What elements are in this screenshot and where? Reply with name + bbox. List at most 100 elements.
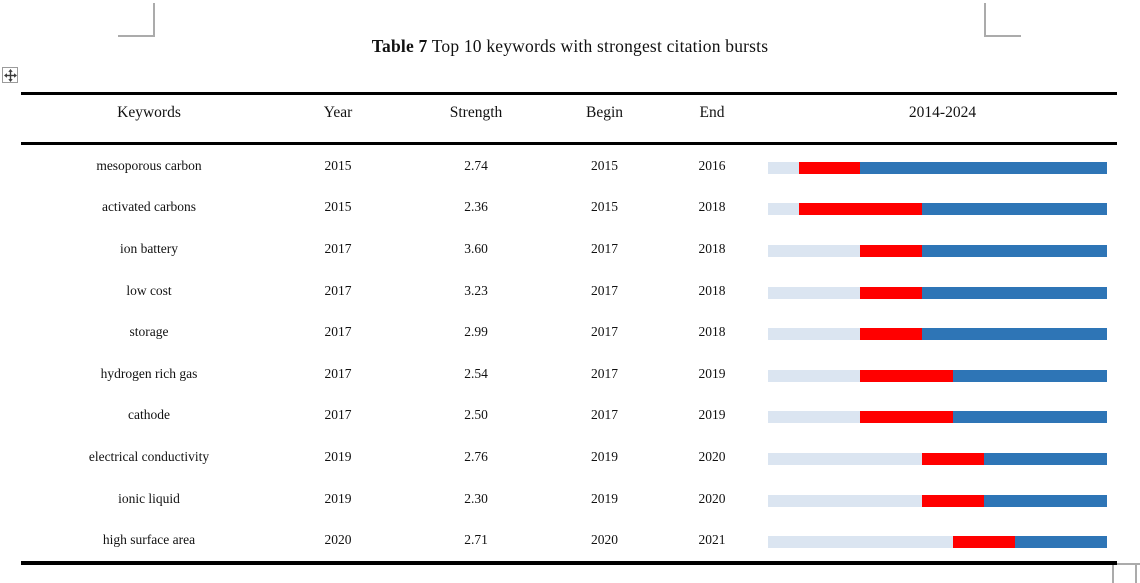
- table-body: mesoporous carbon 2015 2.74 2015 2016 activat…: [21, 145, 1117, 561]
- cell-end: 2018: [698, 199, 726, 215]
- page-corner-mark-bottom-right-horizontal: [1112, 563, 1140, 565]
- burst-segment-burst: [860, 286, 923, 299]
- burst-bar: [768, 286, 1107, 299]
- table-row: ionic liquid 2019 2.30 2019 2020: [21, 478, 1117, 520]
- burst-segment-burst: [952, 536, 1015, 549]
- cell-strength: 2.54: [464, 365, 488, 381]
- burst-segment-post: [922, 328, 1107, 341]
- burst-segment-pre: [768, 494, 923, 507]
- burst-segment-pre: [768, 328, 861, 341]
- table-caption-number: Table 7: [371, 36, 428, 56]
- cell-strength: 2.99: [464, 324, 488, 340]
- burst-timeline: [768, 158, 1117, 174]
- cell-strength: 2.76: [464, 448, 488, 464]
- cell-strength: 3.60: [464, 240, 488, 256]
- table-row: hydrogen rich gas 2017 2.54 2017 2019: [21, 353, 1117, 395]
- move-icon: [3, 68, 17, 82]
- table-row: mesoporous carbon 2015 2.74 2015 2016: [21, 145, 1117, 187]
- burst-bar: [768, 452, 1107, 465]
- cell-keyword: cathode: [128, 407, 170, 423]
- burst-timeline: [768, 407, 1117, 424]
- cell-begin: 2017: [591, 324, 618, 340]
- burst-segment-burst: [860, 328, 923, 341]
- burst-segment-pre: [768, 536, 953, 549]
- burst-segment-post: [983, 494, 1107, 507]
- burst-segment-pre: [768, 286, 861, 299]
- cell-keyword: electrical conductivity: [88, 448, 210, 464]
- burst-segment-pre: [768, 369, 861, 382]
- cell-begin: 2017: [591, 240, 618, 256]
- cell-end: 2020: [698, 490, 726, 506]
- burst-segment-post: [952, 411, 1107, 424]
- cell-year: 2017: [324, 240, 352, 256]
- burst-timeline: [768, 491, 1117, 507]
- cell-begin: 2017: [591, 365, 618, 381]
- burst-segment-burst: [860, 411, 953, 424]
- burst-timeline: [768, 241, 1117, 257]
- cell-year: 2017: [324, 282, 352, 298]
- page-corner-mark-bottom-right-vertical-2: [1135, 563, 1137, 583]
- table-top-rule: [21, 92, 1117, 95]
- burst-table: Keywords Year Strength Begin End 2014-20…: [21, 92, 1117, 565]
- table-row: cathode 2017 2.50 2017 2019: [21, 395, 1117, 437]
- table-row: ion battery 2017 3.60 2017 2018: [21, 228, 1117, 270]
- burst-segment-burst: [922, 494, 984, 507]
- table-row: activated carbons 2015 2.36 2015 2018: [21, 187, 1117, 229]
- cell-year: 2017: [324, 365, 352, 381]
- table-caption-text: Top 10 keywords with strongest citation …: [427, 36, 769, 56]
- table-caption: Table 7 Top 10 keywords with strongest c…: [0, 36, 1140, 57]
- cell-begin: 2019: [591, 490, 618, 506]
- burst-timeline: [768, 324, 1117, 341]
- cell-begin: 2017: [591, 407, 618, 423]
- cell-keyword: high surface area: [102, 532, 196, 548]
- cell-year: 2015: [324, 157, 352, 173]
- burst-bar: [768, 328, 1107, 341]
- burst-timeline: [768, 532, 1117, 549]
- cell-strength: 2.50: [464, 407, 488, 423]
- cell-end: 2018: [698, 324, 726, 340]
- cell-end: 2019: [698, 407, 726, 423]
- cell-keyword: storage: [129, 324, 169, 340]
- burst-segment-post: [952, 369, 1107, 382]
- burst-timeline: [768, 366, 1117, 382]
- burst-timeline: [768, 199, 1117, 216]
- burst-bar: [768, 494, 1107, 507]
- cell-end: 2018: [698, 282, 726, 298]
- cell-end: 2016: [698, 157, 726, 173]
- burst-segment-pre: [768, 203, 799, 216]
- burst-segment-post: [860, 161, 1107, 174]
- burst-timeline: [768, 449, 1117, 465]
- burst-segment-pre: [768, 244, 861, 257]
- cell-keyword: hydrogen rich gas: [100, 365, 198, 381]
- cell-begin: 2020: [591, 532, 618, 548]
- cell-year: 2015: [324, 199, 352, 215]
- cell-end: 2021: [698, 532, 726, 548]
- cell-strength: 3.23: [464, 282, 488, 298]
- burst-bar: [768, 203, 1107, 216]
- cell-year: 2019: [324, 448, 352, 464]
- burst-segment-post: [983, 452, 1107, 465]
- burst-bar: [768, 369, 1107, 382]
- cell-end: 2020: [698, 448, 726, 464]
- cell-strength: 2.74: [464, 157, 488, 173]
- cell-end: 2019: [698, 365, 726, 381]
- table-move-handle[interactable]: [2, 67, 18, 83]
- cell-keyword: mesoporous carbon: [96, 157, 202, 173]
- header-year: Year: [323, 104, 353, 121]
- burst-segment-pre: [768, 411, 861, 424]
- page-corner-mark-top-right-vertical: [984, 3, 986, 37]
- cell-begin: 2019: [591, 448, 618, 464]
- cell-begin: 2017: [591, 282, 618, 298]
- page-corner-mark-top-left-horizontal: [118, 35, 155, 37]
- burst-segment-burst: [798, 161, 861, 174]
- cell-year: 2019: [324, 490, 352, 506]
- page-corner-mark-top-right-horizontal: [984, 35, 1021, 37]
- cell-strength: 2.36: [464, 199, 488, 215]
- cell-keyword: ionic liquid: [118, 490, 180, 506]
- cell-end: 2018: [698, 240, 726, 256]
- burst-segment-burst: [860, 244, 923, 257]
- cell-keyword: ion battery: [119, 240, 179, 256]
- header-strength: Strength: [449, 104, 503, 121]
- cell-begin: 2015: [591, 157, 618, 173]
- burst-segment-post: [922, 286, 1107, 299]
